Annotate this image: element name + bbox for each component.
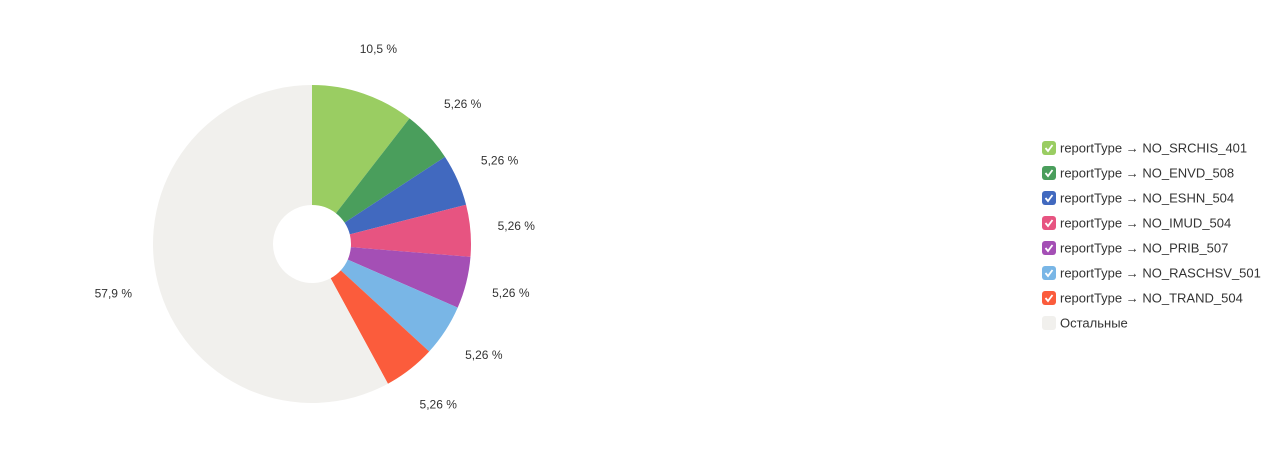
slice-label: 5,26 %: [465, 348, 503, 362]
legend-check[interactable]: [1044, 194, 1054, 203]
slice-label: 5,26 %: [420, 398, 458, 412]
pie-slice: [312, 85, 410, 214]
pie-slice: [152, 85, 388, 404]
legend-swatch[interactable]: [1042, 266, 1056, 280]
slice-label: 5,26 %: [481, 154, 519, 168]
legend-label[interactable]: reportType → NO_IMUD_504: [1060, 215, 1231, 230]
pie-slice: [340, 259, 458, 352]
legend-swatch[interactable]: [1042, 241, 1056, 255]
legend-label[interactable]: Остальные: [1060, 315, 1128, 330]
legend-label[interactable]: reportType → NO_ESHN_504: [1060, 190, 1234, 205]
legend-check[interactable]: [1044, 144, 1054, 153]
pie-slice: [347, 247, 471, 308]
pie-slice: [344, 156, 467, 235]
legend-label[interactable]: reportType → NO_TRAND_504: [1060, 290, 1243, 305]
legend-check[interactable]: [1044, 294, 1054, 303]
legend-swatch[interactable]: [1042, 166, 1056, 180]
pie-slice: [335, 118, 445, 223]
slice-label: 5,26 %: [444, 97, 482, 111]
legend-label[interactable]: reportType → NO_RASCHSV_501: [1060, 265, 1261, 280]
slice-label: 10,5 %: [360, 42, 398, 56]
slice-label: 5,26 %: [492, 286, 530, 300]
legend-check[interactable]: [1044, 269, 1054, 278]
pie-slice: [349, 204, 471, 257]
legend-label[interactable]: reportType → NO_PRIB_507: [1060, 240, 1228, 255]
legend-swatch[interactable]: [1042, 316, 1056, 330]
legend-label[interactable]: reportType → NO_SRCHIS_401: [1060, 140, 1247, 155]
legend-check[interactable]: [1044, 219, 1054, 228]
legend-check[interactable]: [1044, 244, 1054, 253]
slice-label: 57,9 %: [95, 287, 133, 301]
legend-label[interactable]: reportType → NO_ENVD_508: [1060, 165, 1234, 180]
legend-check[interactable]: [1044, 169, 1054, 178]
legend-swatch[interactable]: [1042, 191, 1056, 205]
pie-slice: [330, 270, 430, 384]
legend-swatch[interactable]: [1042, 291, 1056, 305]
slice-label: 5,26 %: [498, 219, 536, 233]
legend-swatch[interactable]: [1042, 216, 1056, 230]
legend-swatch[interactable]: [1042, 141, 1056, 155]
